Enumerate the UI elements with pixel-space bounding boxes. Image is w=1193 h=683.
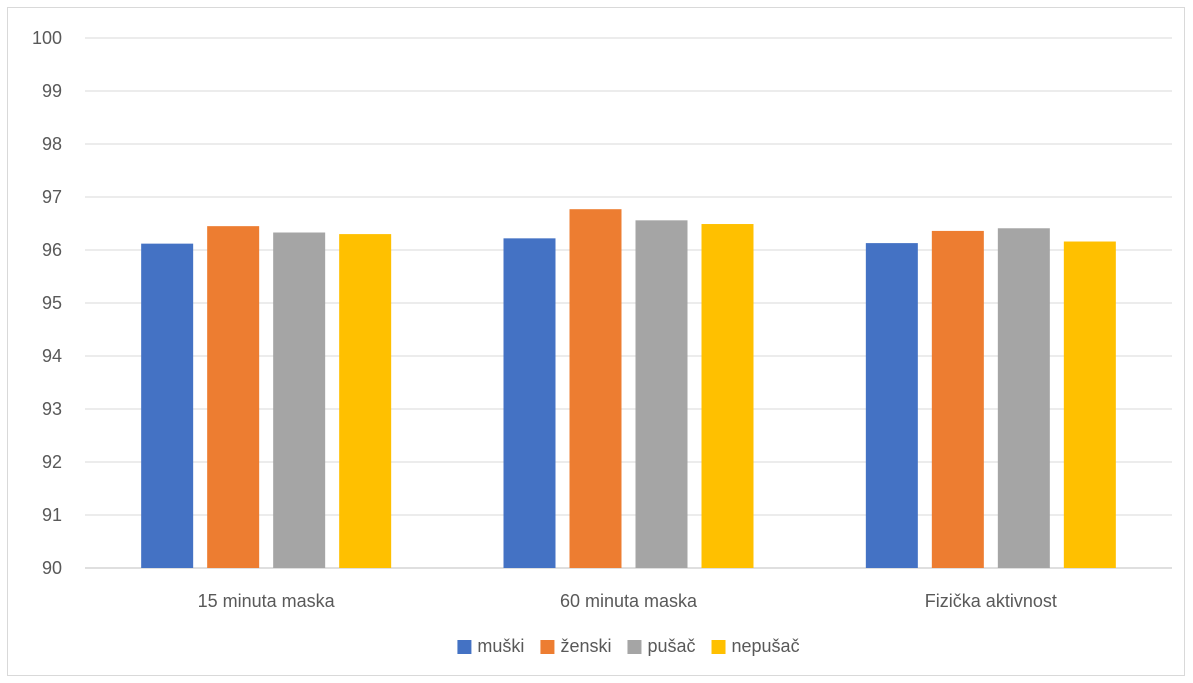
bar-1-0 [503, 238, 556, 568]
y-tick-label: 90 [42, 558, 62, 578]
bar-1-2 [635, 220, 688, 568]
bar-2-1 [931, 230, 984, 569]
y-tick-label: 97 [42, 187, 62, 207]
x-axis: 15 minuta maska 60 minuta maska Fizička ak… [198, 591, 1057, 611]
legend-swatch [627, 640, 642, 654]
y-tick-label: 92 [42, 452, 62, 472]
y-tick-label: 91 [42, 505, 62, 525]
bar-2-2 [997, 228, 1050, 568]
legend-label: muški [477, 636, 524, 656]
bars [141, 209, 1116, 569]
bar-2-3 [1063, 241, 1116, 568]
y-tick-label: 93 [42, 399, 62, 419]
x-category-label: 15 minuta maska [198, 591, 336, 611]
bar-0-3 [339, 234, 392, 568]
bar-0-2 [273, 232, 326, 568]
legend-label: pušač [647, 636, 695, 656]
gridlines [85, 37, 1172, 569]
legend-swatch [457, 640, 472, 654]
bar-0-1 [207, 226, 260, 568]
legend-swatch [540, 640, 555, 654]
x-category-label: Fizička aktivnost [925, 591, 1057, 611]
bar-1-3 [701, 224, 754, 568]
y-tick-label: 94 [42, 346, 62, 366]
legend-item: ženski [540, 636, 611, 656]
y-tick-label: 96 [42, 240, 62, 260]
legend-label: ženski [560, 636, 611, 656]
bar-1-1 [569, 209, 622, 568]
y-tick-label: 98 [42, 134, 62, 154]
bar-2-0 [865, 243, 918, 569]
legend-item: pušač [627, 636, 696, 656]
x-category-label: 60 minuta maska [560, 591, 698, 611]
y-axis-ticks: 90 91 92 93 94 95 96 97 98 99 100 [32, 28, 62, 578]
y-tick-label: 99 [42, 81, 62, 101]
legend-swatch [711, 640, 726, 654]
legend-label: nepušač [732, 636, 800, 656]
y-tick-label: 100 [32, 28, 62, 48]
legend: muški ženski pušač nepušač [457, 636, 800, 656]
bar-0-0 [141, 243, 194, 568]
legend-item: nepušač [711, 636, 800, 656]
legend-item: muški [457, 636, 524, 656]
y-tick-label: 95 [42, 293, 62, 313]
